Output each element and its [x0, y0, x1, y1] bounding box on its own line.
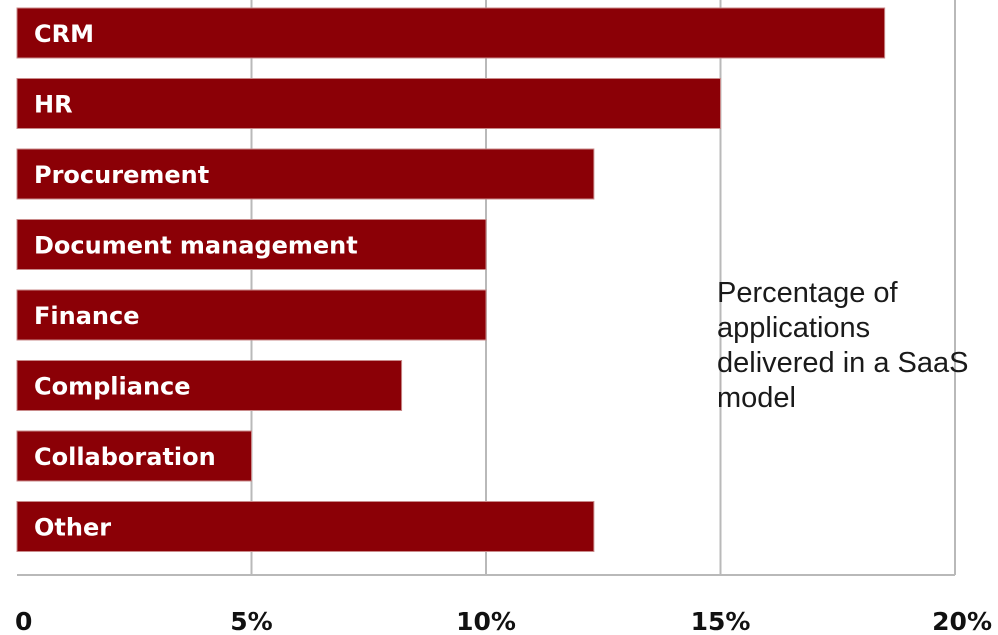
bar-3	[16, 219, 487, 270]
bar-6	[16, 430, 252, 482]
bar-2	[16, 148, 595, 200]
bar-label-2: Procurement	[34, 161, 209, 189]
bar-label-0: CRM	[34, 20, 94, 48]
bar-1	[16, 78, 721, 129]
x-tick-label-3: 15%	[691, 607, 751, 635]
x-tick-label-0: 0	[15, 607, 32, 635]
x-tick-label-4: 20%	[932, 607, 992, 635]
chart-annotation: Percentage of applications delivered in …	[717, 277, 969, 414]
bars: CRM HR Procurement Document management Finan…	[16, 7, 886, 552]
bar-7	[16, 501, 595, 552]
bar-4	[16, 289, 487, 341]
bar-label-5: Compliance	[34, 373, 191, 401]
bar-label-6: Collaboration	[34, 443, 216, 471]
bar-5	[16, 360, 403, 411]
x-tick-label-2: 10%	[456, 607, 516, 635]
bar-label-3: Document management	[34, 232, 358, 260]
x-tick-label-1: 5%	[230, 607, 272, 635]
bar-0	[16, 7, 886, 59]
bar-label-1: HR	[34, 91, 73, 119]
bar-label-4: Finance	[34, 302, 140, 330]
bar-label-7: Other	[34, 514, 111, 542]
x-axis-ticks: 0 5% 10% 15% 20%	[15, 607, 992, 635]
